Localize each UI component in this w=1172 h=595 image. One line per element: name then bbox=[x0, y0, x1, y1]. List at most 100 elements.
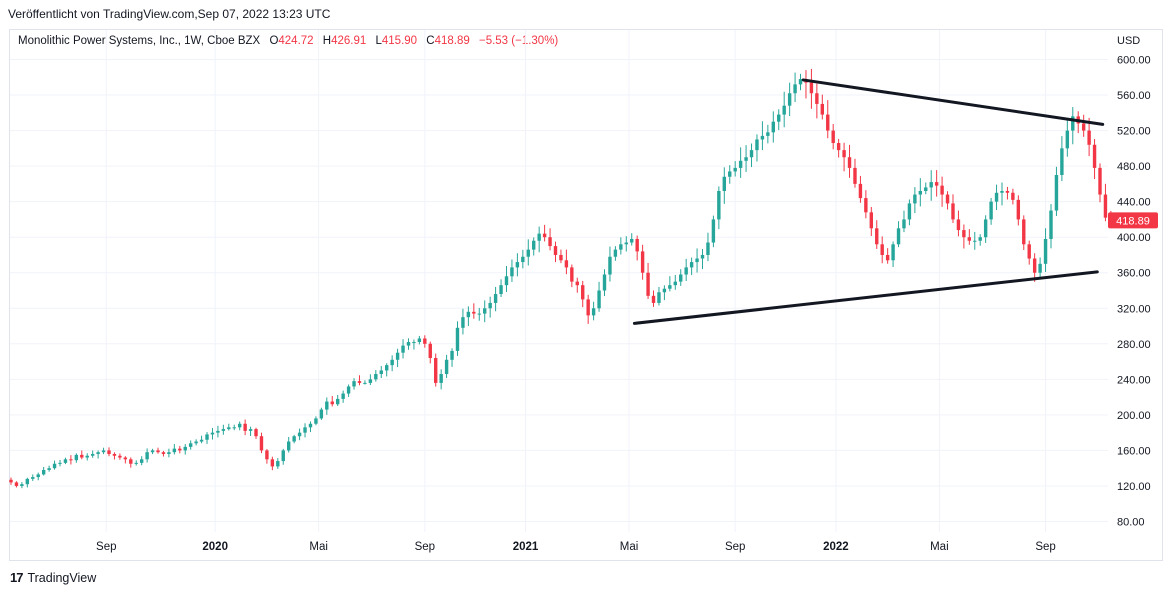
candle-body bbox=[717, 190, 721, 220]
candle-body bbox=[63, 459, 68, 463]
candle-body bbox=[711, 219, 716, 243]
candle bbox=[613, 246, 618, 261]
candle bbox=[96, 450, 100, 459]
candle bbox=[1103, 183, 1108, 222]
candle-body bbox=[286, 441, 291, 451]
candle bbox=[646, 262, 650, 299]
low-label: L bbox=[375, 35, 382, 47]
candle bbox=[983, 215, 988, 243]
candle bbox=[341, 390, 345, 403]
candle-body bbox=[706, 242, 710, 255]
candle-body bbox=[749, 150, 754, 158]
candle-body bbox=[325, 401, 329, 410]
candle-body bbox=[1032, 258, 1037, 273]
candle-body bbox=[47, 468, 51, 470]
candle-body bbox=[488, 302, 492, 309]
candle bbox=[265, 448, 269, 464]
candle-body bbox=[755, 139, 759, 151]
tradingview-footer[interactable]: 17 TradingView bbox=[10, 570, 96, 585]
candle-body bbox=[733, 167, 737, 172]
candle bbox=[804, 70, 808, 99]
candle-body bbox=[766, 132, 770, 136]
candle bbox=[1016, 195, 1021, 226]
candle bbox=[31, 474, 35, 481]
candle-body bbox=[368, 379, 373, 383]
candle bbox=[597, 281, 601, 312]
candle-body bbox=[1000, 190, 1004, 193]
candle bbox=[428, 341, 432, 364]
candle-body bbox=[896, 228, 901, 245]
candle bbox=[951, 194, 955, 223]
candle bbox=[221, 424, 226, 435]
candle-body bbox=[668, 285, 672, 289]
candle-body bbox=[1027, 244, 1031, 259]
candle-body bbox=[787, 93, 792, 106]
low-value: 415.90 bbox=[381, 35, 418, 47]
candle-body bbox=[20, 484, 24, 486]
x-tick-label: 2021 bbox=[513, 541, 539, 553]
candle-body bbox=[85, 455, 89, 458]
candle-body bbox=[907, 203, 912, 220]
candle bbox=[483, 300, 487, 323]
candle-body bbox=[619, 244, 623, 250]
candle bbox=[940, 176, 944, 207]
candle-body bbox=[36, 474, 40, 478]
last-price-badge-bg bbox=[1108, 212, 1158, 229]
x-axis: Sep 2020 Mai Sep 2021 Mai Sep 2022 Mai Sep bbox=[96, 541, 1056, 553]
candle bbox=[281, 448, 285, 465]
candle bbox=[559, 249, 563, 264]
last-price-label: 418.89 bbox=[1116, 215, 1150, 227]
candle bbox=[1011, 188, 1015, 205]
candle-body bbox=[553, 246, 558, 255]
y-tick-label: 560.00 bbox=[1117, 90, 1151, 102]
candle-body bbox=[630, 238, 634, 243]
y-tick-label: 200.00 bbox=[1117, 410, 1151, 422]
candle bbox=[706, 232, 710, 262]
candle-body bbox=[679, 274, 683, 282]
candle bbox=[700, 249, 705, 270]
candle-body bbox=[483, 308, 487, 314]
candle bbox=[172, 444, 177, 455]
candle-body bbox=[96, 452, 100, 454]
candle bbox=[472, 303, 476, 319]
symbol-title[interactable]: Monolithic Power Systems, Inc., 1W, Cboe… bbox=[18, 35, 261, 47]
candle bbox=[80, 450, 84, 460]
candle bbox=[1065, 119, 1070, 157]
x-tick-label: Sep bbox=[725, 541, 745, 553]
candle bbox=[227, 423, 231, 431]
candle bbox=[194, 439, 198, 446]
candle bbox=[619, 237, 623, 255]
candle-body bbox=[771, 121, 775, 133]
candle bbox=[945, 191, 950, 210]
candle-body bbox=[831, 130, 835, 144]
candle-body bbox=[455, 327, 460, 351]
candle-body bbox=[869, 212, 874, 229]
candle bbox=[58, 460, 62, 467]
candle bbox=[651, 290, 656, 307]
candle-body bbox=[504, 276, 509, 286]
y-tick-label: 120.00 bbox=[1117, 481, 1151, 493]
candle-body bbox=[90, 453, 95, 456]
candle bbox=[178, 445, 182, 454]
y-tick-label: 80.00 bbox=[1117, 517, 1145, 529]
candle-body bbox=[352, 381, 356, 387]
candle bbox=[450, 348, 454, 367]
candle-body bbox=[515, 262, 520, 268]
candle bbox=[1054, 166, 1059, 216]
candle bbox=[510, 259, 514, 282]
candle-body bbox=[864, 198, 868, 213]
candle bbox=[210, 427, 215, 440]
candle bbox=[1027, 240, 1031, 265]
candle bbox=[434, 353, 438, 387]
candle bbox=[1043, 228, 1048, 272]
candle-body bbox=[1011, 192, 1015, 200]
candle-body bbox=[52, 463, 57, 469]
open-label: O bbox=[269, 35, 279, 47]
candle-body bbox=[270, 459, 275, 467]
candle-body bbox=[379, 370, 383, 375]
candle bbox=[276, 458, 280, 469]
candle-body bbox=[651, 295, 656, 303]
y-axis: 80.00 120.00 160.00 200.00 240.00 280.00 320.0… bbox=[1117, 55, 1151, 529]
last-price-badge: 418.89 bbox=[1108, 212, 1158, 229]
